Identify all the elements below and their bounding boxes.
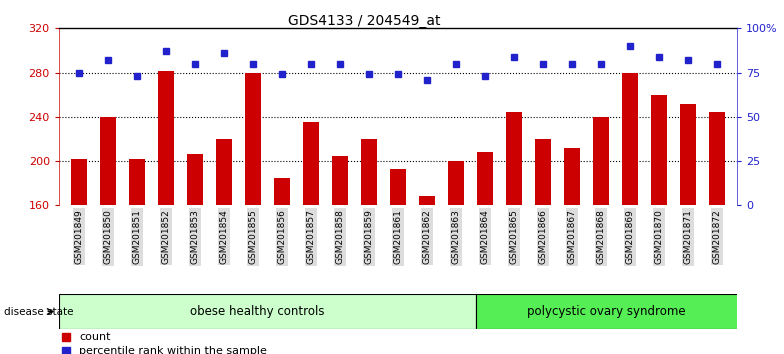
Text: disease state: disease state bbox=[4, 307, 74, 316]
Text: polycystic ovary syndrome: polycystic ovary syndrome bbox=[527, 305, 686, 318]
Text: GSM201871: GSM201871 bbox=[683, 209, 692, 264]
Bar bbox=[593, 117, 608, 205]
Text: obese healthy controls: obese healthy controls bbox=[190, 305, 325, 318]
Bar bbox=[158, 72, 174, 205]
Text: GSM201856: GSM201856 bbox=[278, 209, 286, 264]
Bar bbox=[390, 169, 406, 205]
Text: GSM201865: GSM201865 bbox=[510, 209, 518, 264]
Text: GSM201851: GSM201851 bbox=[132, 209, 142, 264]
Bar bbox=[477, 152, 493, 205]
Text: GSM201862: GSM201862 bbox=[423, 209, 431, 264]
Bar bbox=[361, 139, 377, 205]
Bar bbox=[506, 113, 522, 205]
Bar bbox=[332, 155, 348, 205]
Bar bbox=[216, 139, 232, 205]
Text: GSM201868: GSM201868 bbox=[597, 209, 605, 264]
Bar bbox=[303, 122, 319, 205]
Text: GSM201864: GSM201864 bbox=[481, 209, 489, 264]
Text: GSM201869: GSM201869 bbox=[625, 209, 634, 264]
Text: GSM201853: GSM201853 bbox=[191, 209, 199, 264]
Bar bbox=[709, 113, 724, 205]
Bar bbox=[419, 196, 435, 205]
Text: GDS4133 / 204549_at: GDS4133 / 204549_at bbox=[288, 14, 441, 28]
Bar bbox=[680, 104, 695, 205]
Text: GSM201861: GSM201861 bbox=[394, 209, 402, 264]
Text: GSM201859: GSM201859 bbox=[365, 209, 373, 264]
Text: GSM201858: GSM201858 bbox=[336, 209, 344, 264]
Bar bbox=[535, 139, 550, 205]
Bar bbox=[59, 294, 476, 329]
Bar bbox=[129, 159, 145, 205]
Bar bbox=[448, 161, 464, 205]
Bar bbox=[651, 95, 666, 205]
Text: GSM201852: GSM201852 bbox=[162, 209, 171, 264]
Bar bbox=[622, 73, 637, 205]
Text: GSM201854: GSM201854 bbox=[220, 209, 228, 264]
Bar bbox=[564, 148, 579, 205]
Bar bbox=[245, 73, 261, 205]
Text: GSM201855: GSM201855 bbox=[249, 209, 257, 264]
Bar bbox=[187, 154, 203, 205]
Text: GSM201857: GSM201857 bbox=[307, 209, 315, 264]
Text: count: count bbox=[79, 332, 111, 342]
Bar bbox=[476, 294, 757, 329]
Text: GSM201863: GSM201863 bbox=[452, 209, 460, 264]
Text: GSM201850: GSM201850 bbox=[103, 209, 113, 264]
Text: GSM201849: GSM201849 bbox=[74, 209, 84, 264]
Text: GSM201870: GSM201870 bbox=[654, 209, 663, 264]
Bar bbox=[71, 159, 87, 205]
Text: percentile rank within the sample: percentile rank within the sample bbox=[79, 346, 267, 354]
Bar bbox=[100, 117, 116, 205]
Text: GSM201872: GSM201872 bbox=[712, 209, 721, 264]
Bar bbox=[274, 178, 290, 205]
Text: GSM201867: GSM201867 bbox=[568, 209, 576, 264]
Text: GSM201866: GSM201866 bbox=[539, 209, 547, 264]
